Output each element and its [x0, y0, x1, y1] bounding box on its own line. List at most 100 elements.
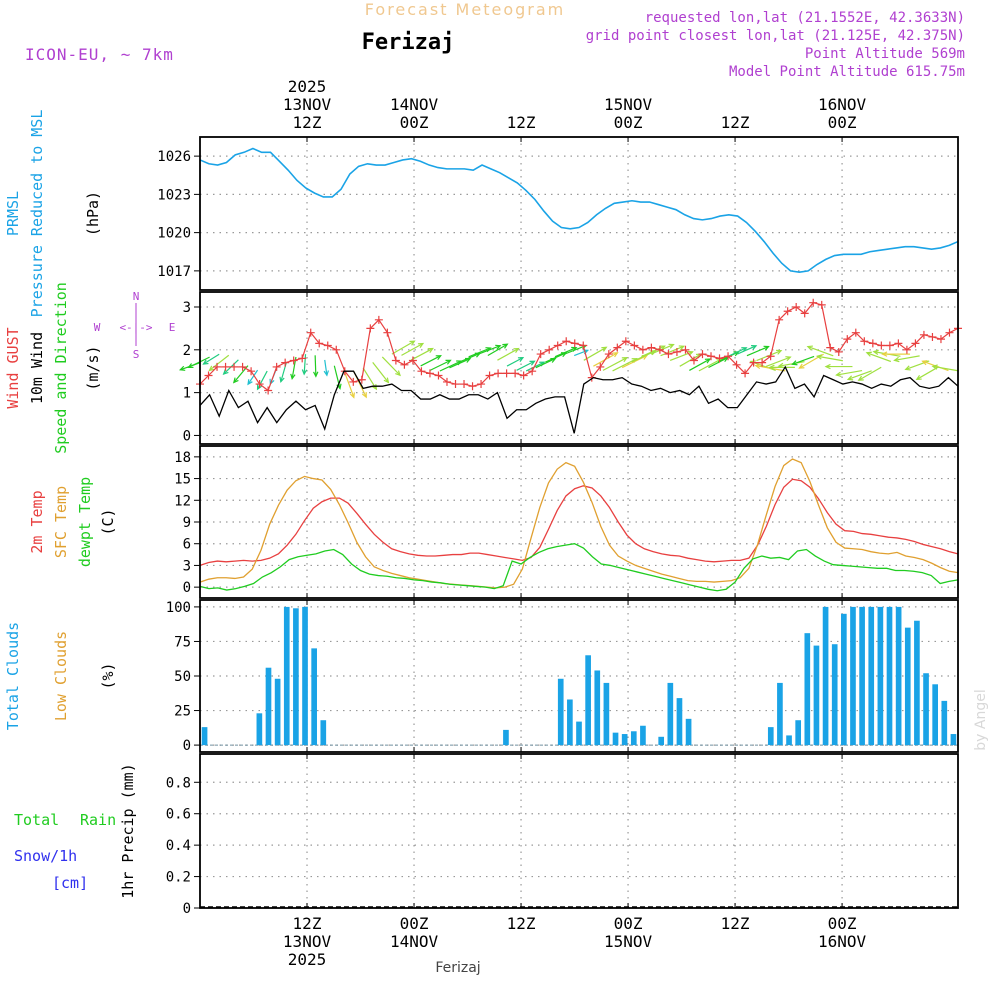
- gust-point: [511, 369, 520, 378]
- gust-point: [374, 315, 383, 324]
- gust-point: [817, 300, 826, 309]
- wind-arrow-head: [409, 340, 416, 346]
- compass-n: N: [133, 290, 140, 303]
- cloud-bar: [283, 606, 290, 746]
- ytick-label: 6: [183, 537, 191, 553]
- bottom-time-label: 12Z: [721, 914, 750, 933]
- cloud-bar: [877, 606, 884, 746]
- cloud-bar: [621, 734, 628, 746]
- gust-point: [306, 328, 315, 337]
- gust-point: [792, 302, 801, 311]
- side-label: Wind GUST: [4, 327, 22, 408]
- wind-direction-arrow: [324, 359, 328, 376]
- ytick-label: 3: [183, 300, 191, 316]
- cloud-bar: [804, 633, 811, 746]
- ytick-label: 1020: [157, 226, 191, 242]
- wind-arrow-head: [763, 345, 770, 351]
- sfc-temp-line: [199, 458, 959, 589]
- wind-arrow-head: [904, 365, 911, 371]
- wind-direction-arrow: [468, 347, 491, 358]
- wind-arrow-head: [232, 377, 239, 384]
- gust-point: [315, 339, 324, 348]
- wind-direction-arrow: [410, 348, 434, 361]
- panel-frame: [199, 445, 959, 599]
- gust-point: [417, 367, 426, 376]
- gust-point: [238, 362, 247, 371]
- wind-arrow-head: [178, 365, 186, 371]
- top-time-label: 12Z: [507, 113, 536, 132]
- model-altitude: Model Point Altitude 615.75m: [729, 64, 965, 80]
- gust-point: [289, 356, 298, 365]
- wind-arrow-head: [754, 363, 761, 370]
- wind-direction-arrow: [449, 358, 471, 369]
- gust-point: [647, 343, 656, 352]
- wind-direction-arrow: [916, 366, 940, 380]
- cloud-bar: [914, 620, 920, 746]
- bottom-time-label: 14NOV: [390, 932, 439, 951]
- gust-point: [698, 350, 707, 359]
- gust-point: [928, 332, 937, 341]
- cloud-bar: [274, 678, 281, 746]
- cloud-bar: [859, 606, 865, 746]
- cloud-bar: [868, 606, 875, 746]
- bottom-time-label: 16NOV: [818, 932, 867, 951]
- wind-arrow-head: [313, 371, 319, 378]
- cloud-bar: [256, 713, 263, 746]
- cloud-bar: [503, 729, 509, 746]
- cloud-bar: [567, 699, 573, 746]
- gust-point: [681, 345, 690, 354]
- rain-total-label: Total: [14, 811, 59, 829]
- gust-point: [911, 339, 920, 348]
- gust-point: [834, 347, 843, 356]
- wind-direction-arrow: [497, 348, 519, 361]
- wind-arrow-head: [815, 354, 823, 360]
- panel-0: 1017 1020 1023 1026: [157, 137, 958, 290]
- wind-arrow-head: [872, 349, 879, 356]
- wind-arrow-head: [502, 343, 509, 349]
- top-time-label: 00Z: [614, 113, 643, 132]
- wind-direction-arrow: [525, 361, 545, 372]
- compass-w: W: [94, 321, 101, 334]
- wind-arrow-head: [846, 375, 854, 381]
- gust-point: [349, 377, 358, 386]
- cloud-bar: [895, 606, 902, 746]
- side-label: Low Clouds: [52, 631, 70, 721]
- gust-point: [408, 356, 417, 365]
- wind-direction-arrow: [612, 358, 637, 372]
- wind-arrow-head: [435, 355, 442, 361]
- ytick-label: 0.4: [166, 838, 191, 854]
- gust-point: [715, 354, 724, 363]
- wind-direction-arrow: [778, 361, 805, 367]
- gust-point: [272, 362, 281, 371]
- gust-point: [800, 309, 809, 318]
- ytick-label: 0: [183, 580, 191, 596]
- gust-point: [664, 350, 673, 359]
- gust-point: [945, 328, 954, 337]
- gust-point: [707, 352, 716, 361]
- ytick-label: 3: [183, 558, 191, 574]
- gust-point: [809, 298, 818, 307]
- panel-frame: [199, 753, 959, 909]
- cloud-bar: [767, 727, 774, 746]
- wind-direction-arrow: [817, 355, 843, 362]
- gust-point: [655, 345, 664, 354]
- wind-direction-arrow: [372, 361, 389, 383]
- gust-point: [247, 367, 256, 376]
- side-label: 10m Wind: [28, 332, 46, 404]
- gust-point: [264, 386, 273, 395]
- gust-point: [936, 335, 945, 344]
- grid-point-coords: grid point closest lon,lat (21.125E, 42.…: [586, 28, 965, 44]
- panel-side-labels: PRMSL Pressure Reduced to MSL (hPa) Wind GU…: [4, 110, 137, 899]
- side-label: (hPa): [84, 191, 102, 236]
- gust-point: [826, 343, 835, 352]
- gust-point: [766, 352, 775, 361]
- compass-e: E: [169, 321, 176, 334]
- cloud-bar: [201, 727, 208, 746]
- ytick-label: 1026: [157, 149, 191, 165]
- gust-point: [357, 375, 366, 384]
- top-time-label: 15NOV: [604, 95, 653, 114]
- wind-arrow-head: [668, 343, 675, 349]
- gust-point: [843, 335, 852, 344]
- cloud-bar: [813, 645, 820, 746]
- cloud-bar: [265, 667, 272, 746]
